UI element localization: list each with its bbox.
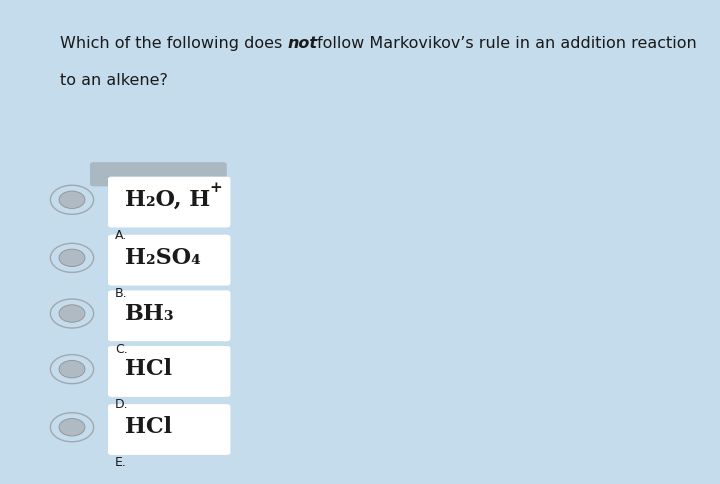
FancyBboxPatch shape (108, 346, 230, 397)
FancyBboxPatch shape (108, 404, 230, 455)
Text: A.: A. (115, 229, 127, 242)
Circle shape (59, 419, 85, 436)
Text: BH₃: BH₃ (125, 302, 174, 324)
Text: to an alkene?: to an alkene? (60, 73, 168, 88)
Circle shape (50, 299, 94, 328)
Circle shape (50, 243, 94, 272)
Circle shape (50, 355, 94, 384)
Circle shape (59, 305, 85, 322)
Text: H₂SO₄: H₂SO₄ (125, 247, 200, 269)
FancyBboxPatch shape (108, 290, 230, 341)
Text: C.: C. (115, 343, 128, 356)
Circle shape (50, 185, 94, 214)
Text: B.: B. (115, 287, 128, 300)
Text: D.: D. (115, 398, 129, 411)
Circle shape (59, 249, 85, 267)
Text: +: + (210, 181, 222, 195)
Text: H₂O, H: H₂O, H (125, 189, 210, 211)
FancyBboxPatch shape (108, 235, 230, 286)
FancyBboxPatch shape (90, 162, 227, 186)
Circle shape (59, 191, 85, 209)
Circle shape (59, 361, 85, 378)
Text: not: not (287, 36, 317, 51)
Text: follow Markovikov’s rule in an addition reaction: follow Markovikov’s rule in an addition … (317, 36, 697, 51)
Text: E.: E. (115, 456, 127, 469)
Circle shape (50, 413, 94, 442)
Text: Which of the following does: Which of the following does (60, 36, 287, 51)
FancyBboxPatch shape (108, 177, 230, 227)
Text: HCl: HCl (125, 358, 171, 380)
Text: HCl: HCl (125, 416, 171, 438)
